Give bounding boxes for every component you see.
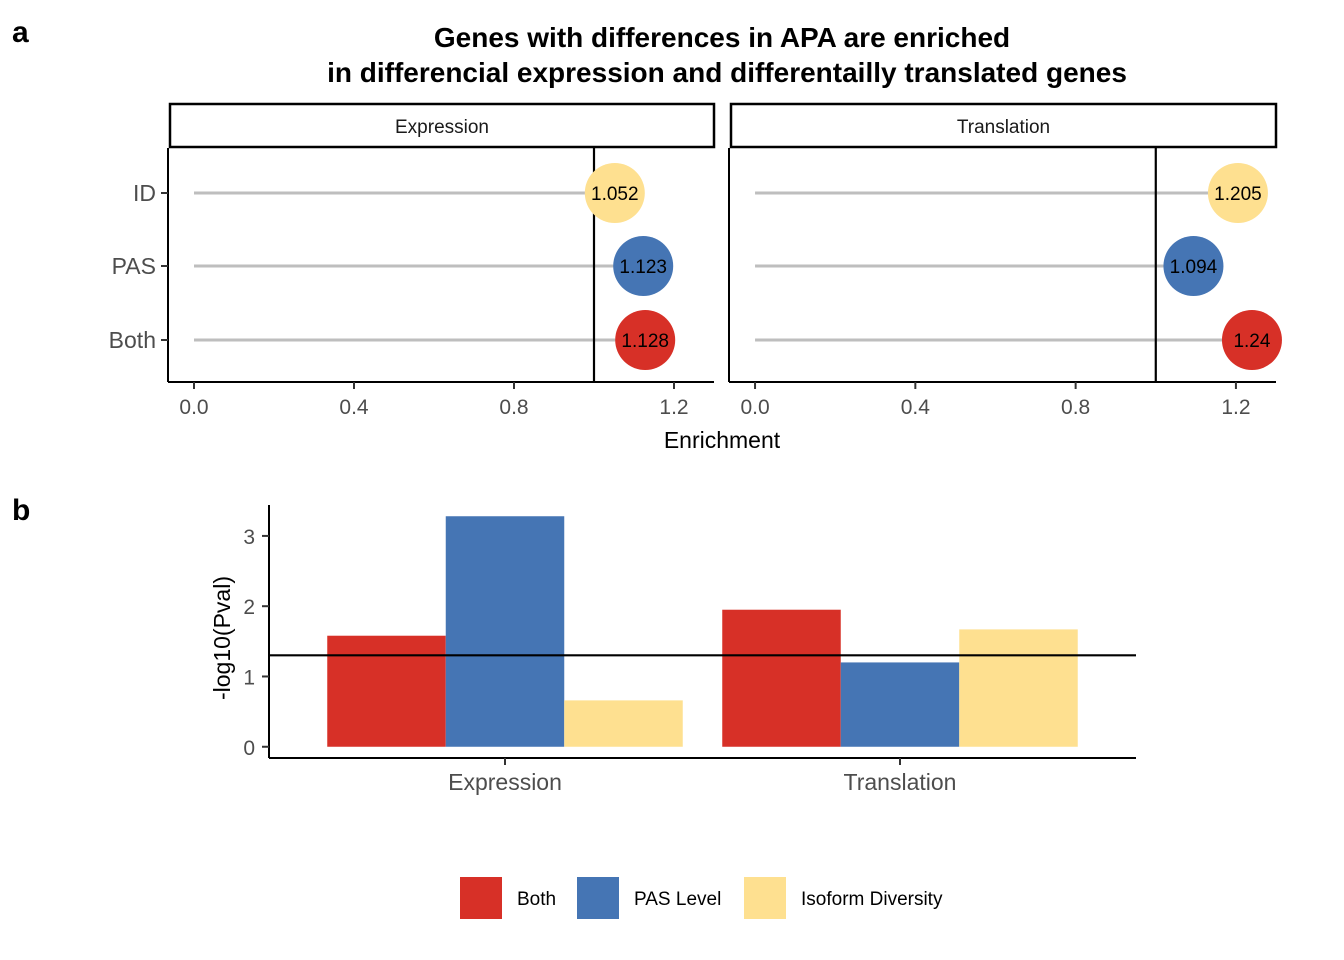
legend-label-both: Both [517,889,556,910]
lollipop-chart: Expression 0.0 0.4 0.8 1.2 ID PAS Both 1.052 1.12… [109,102,1282,419]
point-translation-both [1221,310,1282,370]
legend-key-both [460,877,502,919]
legend-label-isoform-diversity: Isoform Diversity [801,889,943,910]
x-tick-label-expression-3: 1.2 [659,396,688,419]
point-label-translation-id: 1.205 [1214,184,1262,205]
point-label-translation-both: 1.24 [1233,331,1270,352]
chart-title-line-2: in differencial expression and different… [327,57,1127,88]
bar-y-tick-label-3: 3 [243,526,255,549]
legend: Both PAS Level Isoform Diversity [460,877,943,919]
legend-label-pas-level: PAS Level [634,889,721,910]
point-label-expression-pas: 1.123 [619,257,667,278]
x-tick-label-translation-1: 0.4 [901,396,931,419]
facet-label-expression: Expression [395,117,489,138]
bar-expression-pas-level [445,516,565,747]
panel-label-a: a [12,16,29,49]
panel-label-b: b [12,494,30,527]
bar-x-tick-label-expression: Expression [448,769,562,795]
point-expression-both [615,310,676,370]
y-axis-title-pval: -log10(Pval) [209,576,235,700]
x-tick-label-translation-0: 0.0 [740,396,769,419]
y-tick-label-id: ID [133,180,156,206]
x-axis-title-enrichment: Enrichment [664,427,781,453]
bar-translation-isoform-diversity [959,629,1078,747]
facet-label-translation: Translation [957,117,1050,138]
facet-strip-expression [168,102,716,149]
legend-key-isoform-diversity [744,877,786,919]
point-translation-pas [1163,236,1224,296]
bar-translation-both [722,609,841,747]
bar-expression-both [327,635,446,747]
bar-y-tick-label-2: 2 [243,596,255,619]
y-tick-label-both: Both [109,327,156,353]
bar-x-tick-label-translation: Translation [844,769,957,795]
bar-expression-isoform-diversity [564,700,683,747]
bar-y-tick-label-1: 1 [243,666,255,689]
facet-strip-translation [729,102,1278,149]
x-tick-label-expression-0: 0.0 [179,396,208,419]
bar-y-tick-label-0: 0 [243,737,255,760]
x-tick-label-translation-3: 1.2 [1221,396,1250,419]
x-tick-label-expression-2: 0.8 [499,396,528,419]
bar-translation-pas-level [840,662,960,747]
x-tick-label-expression-1: 0.4 [339,396,369,419]
point-translation-id [1207,163,1268,223]
legend-key-pas-level [577,877,619,919]
bar-chart: 0 1 2 3 Expression Translation [243,505,1136,795]
point-label-translation-pas: 1.094 [1170,257,1218,278]
chart-title-line-1: Genes with differences in APA are enrich… [434,22,1010,53]
point-expression-pas [613,236,674,296]
point-expression-id [584,163,645,223]
point-label-expression-id: 1.052 [591,184,639,205]
y-tick-label-pas: PAS [112,253,156,279]
point-label-expression-both: 1.128 [621,331,669,352]
x-tick-label-translation-2: 0.8 [1061,396,1090,419]
